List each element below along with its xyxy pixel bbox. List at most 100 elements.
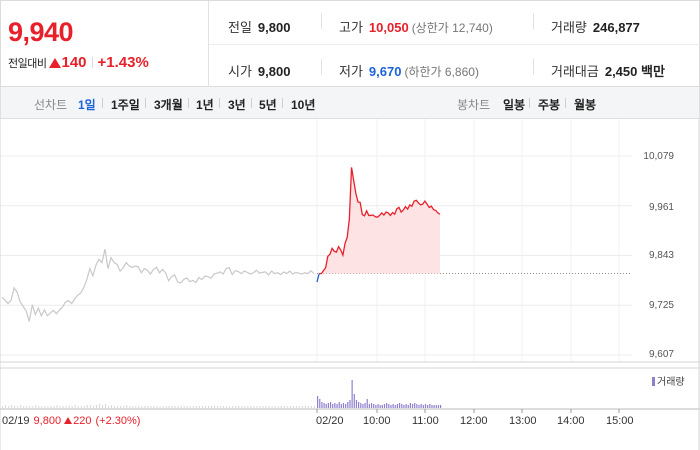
volume-bar [381, 405, 383, 408]
volume-bar [401, 404, 403, 408]
volume-bar [403, 405, 405, 408]
volume-bar [32, 406, 34, 408]
upper-limit: (상한가 12,740) [411, 21, 493, 35]
period-option-1w[interactable]: 1주일 [111, 98, 140, 112]
volume-bar [214, 406, 216, 408]
volume-bar [62, 406, 64, 408]
candle-option-monthly[interactable]: 월봉 [574, 98, 597, 112]
volume-bar [108, 406, 110, 408]
stat-label: 고가 [339, 20, 363, 35]
volume-bar [334, 403, 336, 408]
divider [145, 98, 146, 108]
candle-option-weekly[interactable]: 주봉 [538, 98, 561, 112]
x-tick-label: 14:00 [557, 415, 585, 427]
volume-bar [65, 406, 67, 408]
stat-prev-close: 전일 9,800 [228, 17, 290, 36]
stat-trade-value: 거래대금 2,450 백만 [551, 61, 665, 80]
volume-bar [20, 405, 22, 408]
volume-bar [360, 403, 362, 408]
volume-bar [223, 406, 225, 408]
volume-bar [283, 406, 285, 408]
volume-bar [244, 406, 246, 408]
volume-bar [418, 405, 420, 408]
volume-bar [162, 406, 164, 408]
volume-bar [280, 406, 282, 408]
divider [219, 98, 220, 108]
volume-bar [95, 405, 97, 408]
volume-bar [295, 406, 297, 408]
y-tick-label: 9,725 [648, 300, 674, 311]
stat-open: 시가 9,800 [228, 61, 290, 80]
stat-value: 9,800 [257, 64, 291, 79]
x-tick-label: 12:00 [460, 415, 488, 427]
period-option-1y[interactable]: 1년 [196, 98, 214, 112]
volume-bar [89, 405, 91, 408]
divider [251, 98, 252, 108]
price-change-row: 전일대비 140 +1.43% [8, 54, 149, 71]
volume-bar [319, 399, 321, 408]
period-option-10y[interactable]: 10년 [291, 98, 316, 112]
volume-bar [409, 403, 411, 408]
stat-value: 2,450 백만 [604, 64, 665, 79]
previous-day-change: 220 [73, 415, 92, 427]
stat-volume: 거래량 246,877 [551, 17, 640, 36]
volume-bar [11, 405, 13, 408]
candle-chart-title: 봉차트 [457, 98, 491, 112]
volume-bar [86, 405, 88, 408]
volume-bar [321, 402, 323, 408]
period-option-5y[interactable]: 5년 [259, 98, 277, 112]
chart-period-bar: 선차트 1일 1주일 3개월 1년 3년 5년 10년 봉차트 일봉 주봉 월봉 [0, 87, 700, 119]
divider [529, 98, 530, 108]
volume-bar [68, 406, 70, 408]
divider [282, 98, 283, 108]
volume-bar [431, 405, 433, 408]
divider [533, 13, 534, 29]
intraday-chart[interactable]: 10,079 9,961 9,843 9,725 9,607 거래량 02/19… [0, 119, 700, 450]
chart-canvas[interactable] [0, 119, 700, 450]
divider [209, 44, 700, 45]
volume-bar [135, 406, 137, 408]
volume-bar [433, 405, 435, 408]
volume-bar [390, 405, 392, 408]
period-option-3m[interactable]: 3개월 [154, 98, 183, 112]
volume-bar [53, 406, 55, 408]
lower-limit: (하한가 6,860) [404, 65, 479, 79]
volume-bar [247, 406, 249, 408]
today-line-down [316, 273, 320, 283]
volume-bar [271, 406, 273, 408]
change-label: 전일대비 [8, 58, 47, 70]
stat-label: 저가 [339, 64, 363, 79]
volume-bar [14, 406, 16, 408]
volume-bar [411, 404, 414, 408]
volume-bar [405, 404, 407, 408]
volume-bar [342, 403, 345, 408]
volume-bar [220, 406, 222, 408]
volume-bar [235, 406, 237, 408]
volume-bar [298, 406, 300, 408]
volume-bar [292, 406, 294, 408]
divider [565, 98, 566, 108]
volume-bar [80, 406, 82, 408]
volume-bar [437, 405, 440, 408]
candle-option-daily[interactable]: 일봉 [503, 98, 526, 112]
change-rate: +1.43% [97, 54, 149, 71]
volume-bar [351, 380, 353, 408]
volume-bar [92, 406, 94, 408]
volume-bar [183, 406, 185, 408]
period-option-1d[interactable]: 1일 [78, 98, 96, 112]
stat-label: 전일 [228, 20, 252, 35]
volume-bar [332, 404, 334, 408]
volume-bar [338, 402, 340, 408]
volume-bar [144, 406, 146, 408]
volume-bar [5, 405, 7, 408]
period-option-3y[interactable]: 3년 [228, 98, 246, 112]
volume-bar [440, 405, 442, 408]
volume-bar [307, 406, 309, 408]
volume-bar [314, 406, 315, 408]
divider [321, 13, 322, 29]
volume-bar [304, 406, 306, 408]
volume-bar [217, 406, 219, 408]
volume-bar [353, 394, 355, 408]
volume-bar [211, 406, 213, 408]
volume-bar [379, 405, 381, 408]
